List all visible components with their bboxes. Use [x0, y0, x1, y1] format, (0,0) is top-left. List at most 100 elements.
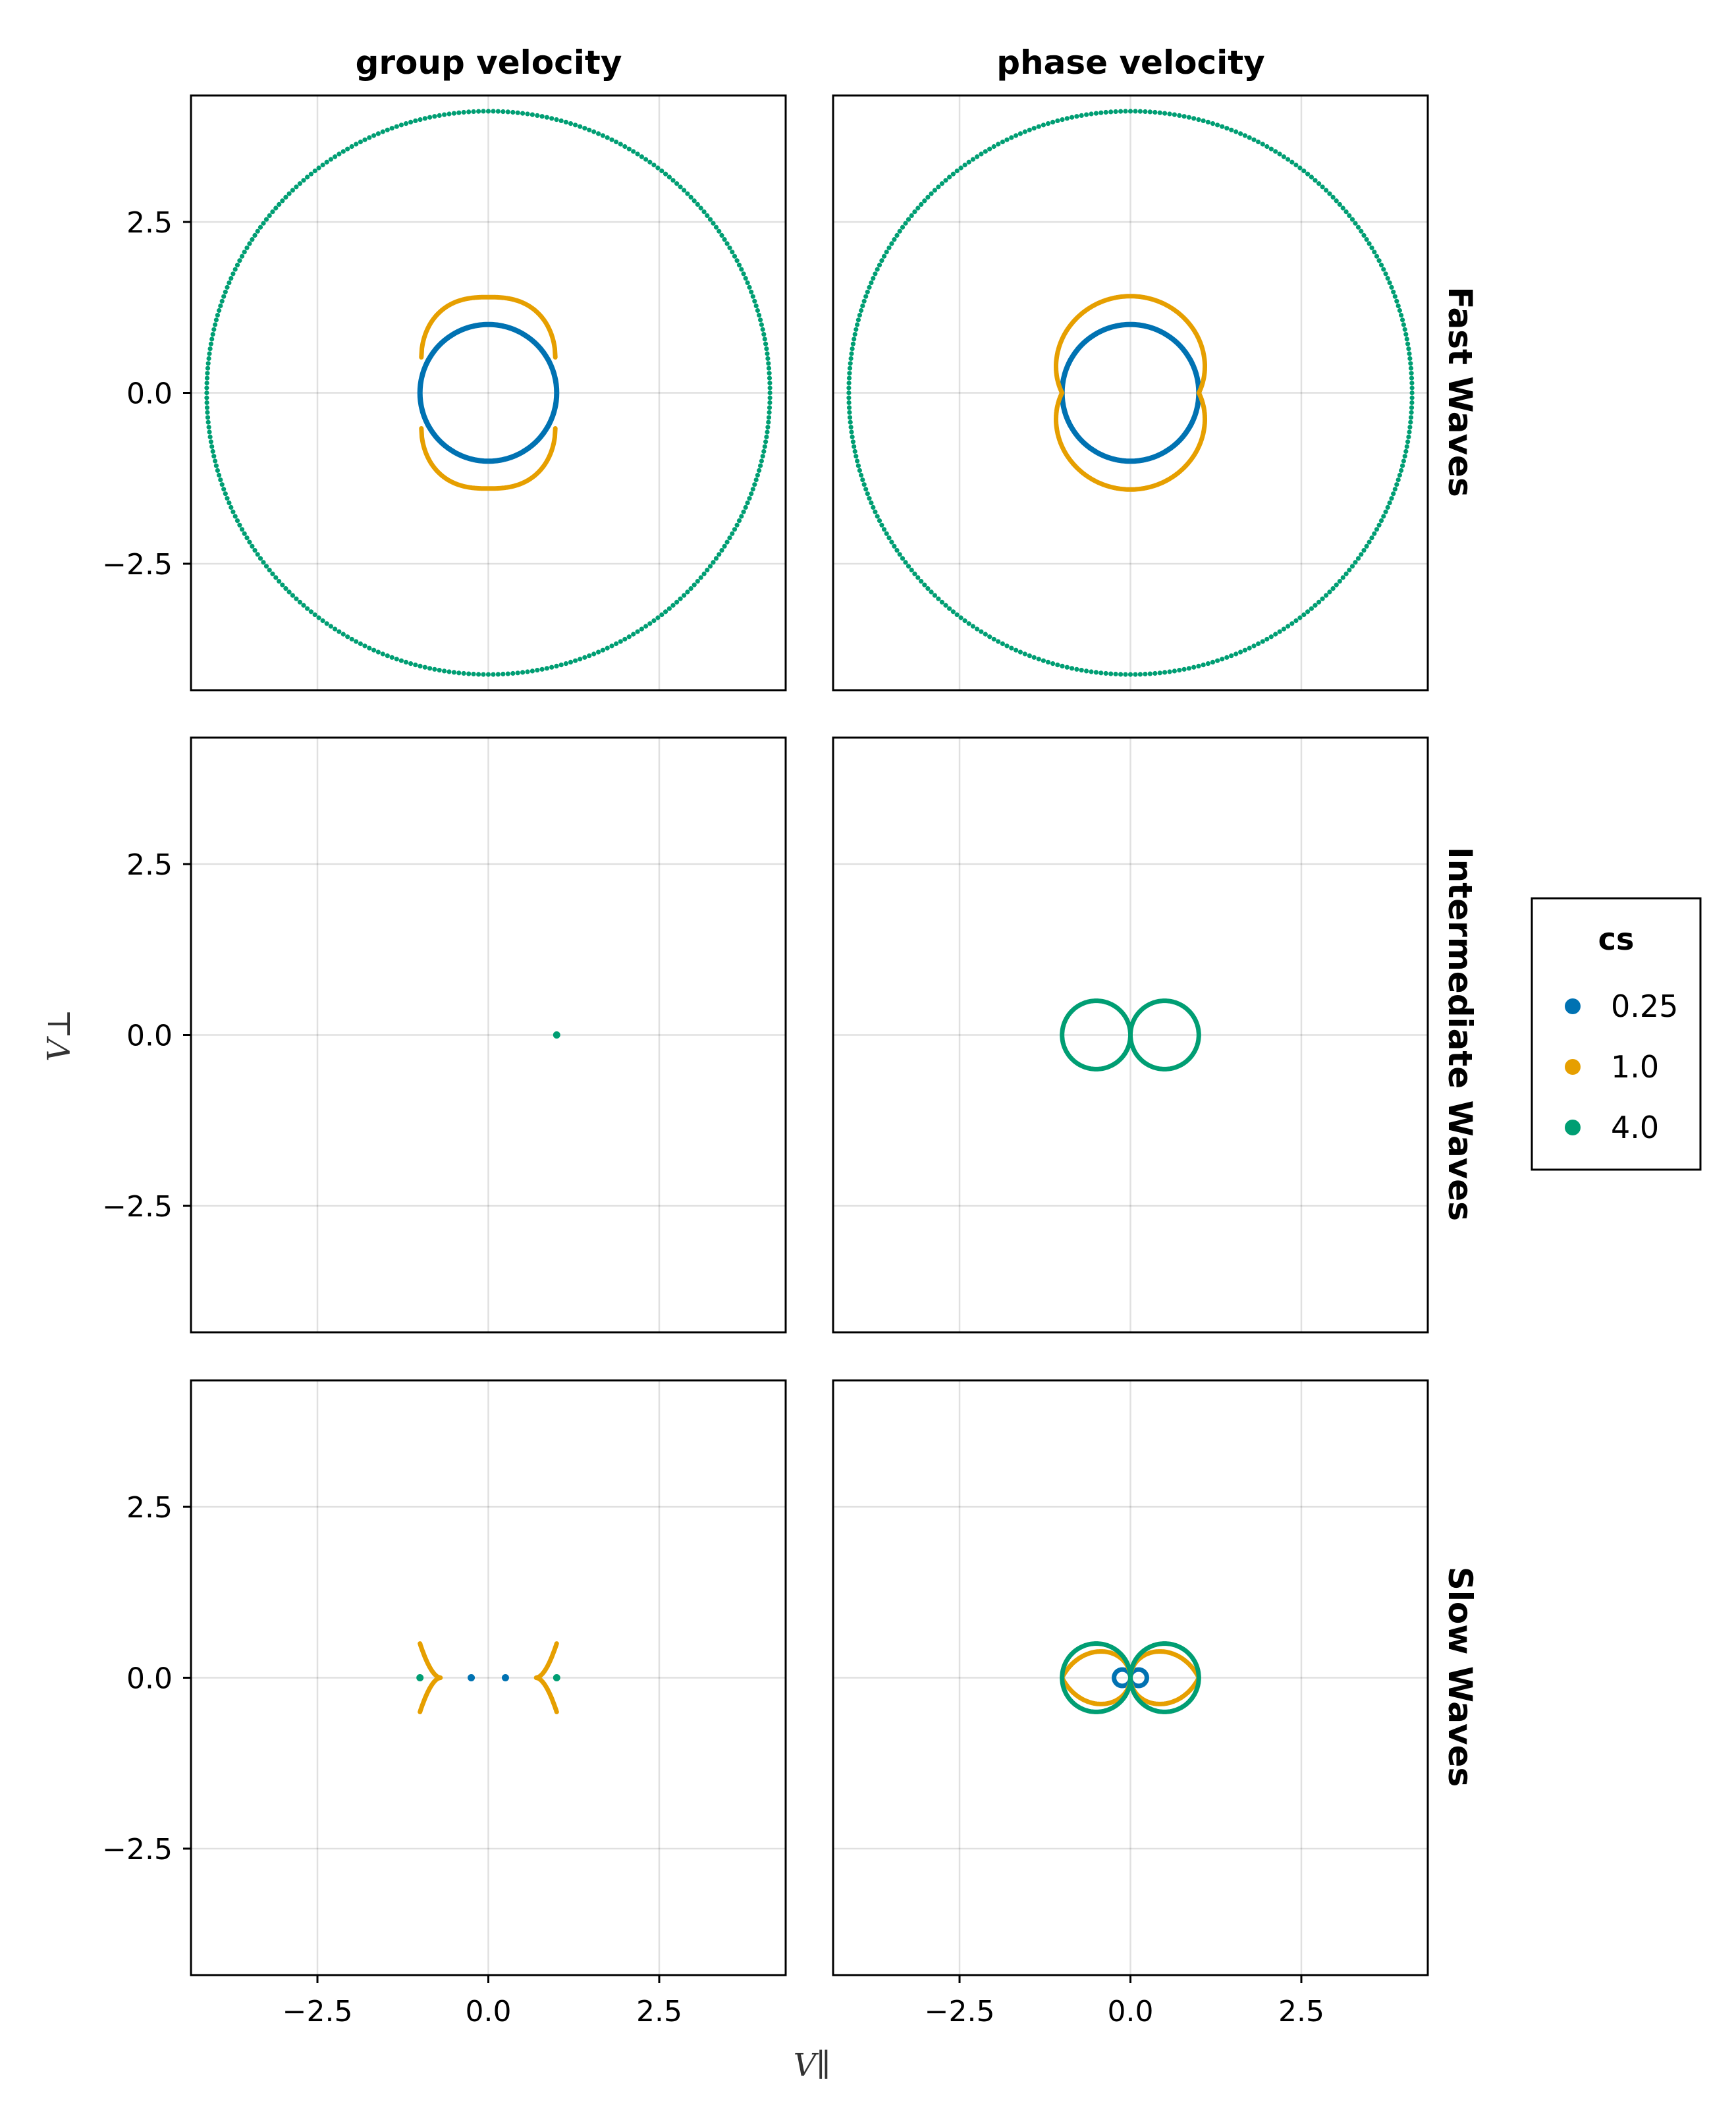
series-cs-4-point-188: [207, 429, 212, 435]
series-cs-4-point-309: [1305, 609, 1311, 614]
series-cs-4-point-104: [418, 117, 423, 122]
series-cs-4-point-260: [1079, 668, 1084, 673]
series-cs-4-point-307: [655, 615, 661, 620]
series-cs-4-point-48: [1316, 181, 1322, 186]
series-cs-4-point-245: [367, 645, 372, 651]
series-cs-4-point-324: [1355, 556, 1361, 561]
series-cs-4-point-54: [1293, 162, 1299, 168]
series-cs-4-point-131: [943, 178, 948, 183]
panel-intermediate-waves-group-velocity: −2.5 0.0 2.5: [102, 736, 787, 1334]
series-cs-4-point-207: [877, 518, 882, 524]
series-cs-4-point-93: [1113, 109, 1118, 115]
series-cs-4-point-355: [1408, 415, 1414, 420]
series-cs-4-point-68: [591, 129, 597, 134]
series-cs-4-point-35: [1359, 229, 1364, 234]
series-cs-4-point-12: [1403, 332, 1409, 337]
series-cs-4-point-175: [205, 366, 211, 371]
series-cs-4-point-250: [389, 655, 394, 660]
series-cs-4-point-95: [1103, 109, 1108, 115]
series-cs-4-point-160: [221, 294, 227, 299]
series-cs-4-point-113: [1017, 131, 1023, 136]
series-cs-4-point-224: [283, 586, 288, 591]
series-cs-4-point-185: [205, 415, 211, 420]
series-cs-4-point-341: [752, 482, 757, 487]
series-cs-4-point-299: [622, 636, 628, 642]
series-cs-4-point-8: [1407, 351, 1412, 356]
series-cs-4-point-339: [1391, 491, 1396, 497]
series-cs-4-point-93: [471, 109, 476, 115]
series-cs-4-point-185: [847, 415, 853, 420]
series-cs-4-point-75: [558, 118, 564, 123]
series-cs-4-point-90: [485, 109, 491, 114]
series-cs-4-point-217: [903, 560, 908, 565]
series-cs-4-point-328: [724, 539, 730, 545]
series-cs-4-point-25: [1383, 271, 1388, 277]
series-cs-4-point-304: [643, 624, 649, 629]
series-cs-4-point-20: [1392, 294, 1397, 299]
series-cs-4-point-127: [316, 165, 321, 171]
series-cs-4-point-286: [1205, 661, 1210, 666]
series-cs-4-point-87: [1143, 109, 1148, 115]
series-cs-4-point-37: [711, 221, 716, 226]
series-cs-4-point-76: [554, 117, 559, 122]
series-cs-4-point-64: [1251, 137, 1257, 142]
series-cs-4-point-123: [333, 154, 338, 159]
series-cs-4-point-128: [312, 168, 317, 174]
series-cs-4-point-162: [860, 303, 865, 308]
series-cs-4-point-341: [1394, 482, 1399, 487]
series-cs-4-point-60: [1268, 146, 1274, 151]
series-cs-4-point-354: [766, 420, 771, 425]
series-cs-4-point-288: [1215, 658, 1220, 663]
series-cs-4-point-317: [1334, 582, 1339, 587]
series-cs-4-point-34: [719, 232, 724, 238]
series-cs-4-point-65: [1247, 135, 1252, 140]
series-cs-4-point-315: [1327, 589, 1332, 595]
series-cs-4-point-124: [328, 157, 333, 162]
series-cs-4-point-231: [308, 609, 313, 614]
series-cs-4-point-335: [1383, 509, 1388, 514]
series-cs-4-point-338: [1389, 496, 1394, 501]
series-cs-4-point-291: [1229, 653, 1234, 659]
series-cs-4-point-285: [1201, 663, 1206, 668]
series-cs-4-point-73: [568, 121, 574, 126]
panel-background: [191, 1380, 786, 1975]
series-cs-4-point-41: [1340, 205, 1345, 211]
series-cs-4-point-325: [1359, 552, 1364, 557]
series-cs-4-point-238: [337, 629, 342, 634]
series-cs-4-point-161: [219, 298, 225, 304]
series-cs-4-point-181: [846, 395, 852, 400]
series-cs-4-point-66: [600, 133, 606, 138]
series-cs-4-point-325: [717, 552, 722, 557]
series-cs-4-point-172: [849, 351, 854, 356]
series-cs-4-point-209: [881, 527, 887, 532]
series-cs-4-point-335: [741, 509, 746, 514]
y-tick-label-0: −2.5: [102, 1190, 173, 1224]
series-cs-4-point-219: [267, 568, 272, 573]
series-cs-4-point-242: [354, 639, 359, 644]
series-cs-4-point-249: [385, 653, 390, 659]
series-cs-4-point-13: [760, 327, 765, 332]
series-cs-4-point-30: [1372, 250, 1377, 255]
panel-frame: [832, 736, 1429, 1334]
series-cs-4-point-69: [587, 127, 592, 132]
series-cs-4-point-351: [1406, 434, 1411, 440]
series-cs-4-point-274: [505, 671, 510, 676]
series-cs-4-point-254: [408, 661, 414, 666]
series-cs-4-point-169: [852, 337, 857, 342]
series-cs-4-point-55: [647, 159, 653, 165]
series-cs-4-point-21: [1391, 289, 1396, 294]
series-cs-4-point-63: [614, 139, 619, 145]
series-cs-4-point-165: [213, 317, 219, 323]
series-cs-4-point-69: [1229, 127, 1234, 132]
series-cs-4-point-18: [1396, 303, 1401, 308]
series-cs-4-point-231: [950, 609, 956, 614]
series-cs-4-point-243: [358, 641, 364, 647]
series-cs-4-point-350: [763, 439, 769, 445]
series-cs-4-point-189: [207, 434, 213, 440]
series-cs-4-point-259: [1074, 666, 1079, 672]
series-cs-4-point-67: [596, 131, 601, 136]
series-cs-4-point-251: [394, 657, 399, 662]
series-cs-4-point-215: [897, 552, 902, 557]
series-cs-4-point-264: [1099, 670, 1104, 676]
series-cs-4-point-158: [225, 285, 230, 290]
